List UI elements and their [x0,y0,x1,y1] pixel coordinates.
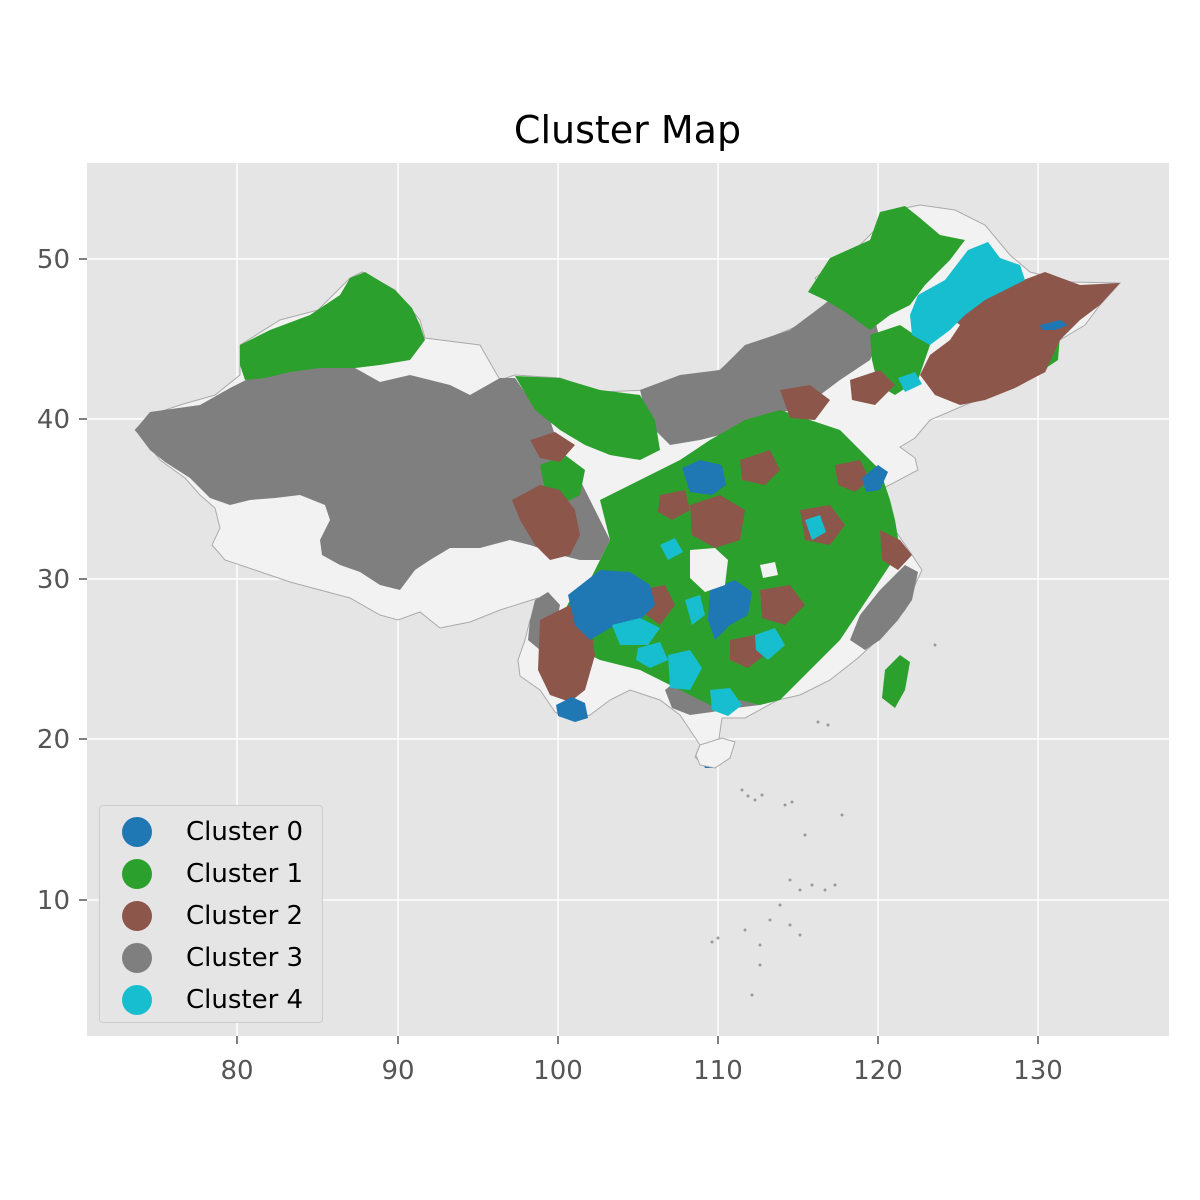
cluster-2-region [880,530,912,570]
cluster-1-region [808,206,965,330]
cluster-4-region [660,538,683,560]
unassigned-region [690,548,728,592]
china-map [134,204,1122,997]
y-tick-label: 50 [37,245,70,275]
legend-label: Cluster 3 [186,943,304,973]
cluster-4-region [755,628,785,660]
x-tick-label: 90 [381,1056,414,1086]
x-tick-label: 130 [1013,1056,1063,1086]
cluster-0-region [708,580,752,640]
cluster-1-region [240,272,425,380]
legend-marker [122,859,152,889]
legend-label: Cluster 2 [186,901,304,931]
legend-item: Cluster 4 [122,983,303,1017]
legend-label: Cluster 0 [186,817,304,847]
y-tick-label: 40 [37,405,70,435]
cluster-4-region [685,595,705,625]
cluster-4-region [805,515,826,540]
x-tick-label: 120 [853,1056,903,1086]
cluster-3-region [640,300,880,445]
legend-marker [122,985,152,1015]
chart-title: Cluster Map [513,108,742,152]
legend-item: Cluster 0 [122,815,303,849]
x-tick-label: 110 [693,1056,743,1086]
y-tick-label: 30 [37,565,70,595]
cluster-3-region [135,362,610,590]
cluster-2-region [690,495,745,548]
legend-label: Cluster 4 [186,985,304,1015]
legend-item: Cluster 2 [122,899,303,933]
cluster-0-region [682,460,726,495]
islands [710,643,937,997]
cluster-2-region [850,370,895,405]
x-tick-label: 100 [533,1056,583,1086]
cluster-1-region [515,376,660,460]
y-tick-label: 10 [37,886,70,916]
legend-item: Cluster 3 [122,941,303,975]
cluster-3-region [850,565,918,650]
tick-marks [79,258,1039,1044]
cluster-2-region [780,385,830,420]
cluster-4-region [710,688,742,716]
legend-item: Cluster 1 [122,857,303,891]
legend-label: Cluster 1 [186,859,304,889]
cluster-4-region [910,242,1025,345]
legend-marker [122,817,152,847]
island-outline [695,737,736,769]
unassigned-region [760,562,778,578]
unassigned-region [585,462,605,492]
cluster-2-region [658,490,690,520]
cluster-2-region [740,450,780,485]
cluster-2-region [530,432,575,462]
y-tick-label: 20 [37,725,70,755]
cluster-4-region [636,642,668,668]
cluster-2-region [512,485,580,560]
x-tick-label: 80 [220,1056,253,1086]
cluster-4-region [668,650,702,690]
cluster-4-region [612,618,660,645]
cluster-1-region [882,655,910,708]
cluster-0-region [568,570,655,640]
cluster-0-region [556,697,588,722]
cluster-2-region [835,460,870,492]
cluster-2-region [760,585,805,625]
legend-marker [122,943,152,973]
legend-marker [122,901,152,931]
cluster-0-region [862,465,888,492]
cluster-4-region [898,372,922,392]
cluster-0-region [1040,320,1068,330]
legend: Cluster 0 Cluster 1 Cluster 2 Cluster 3 … [99,805,323,1023]
